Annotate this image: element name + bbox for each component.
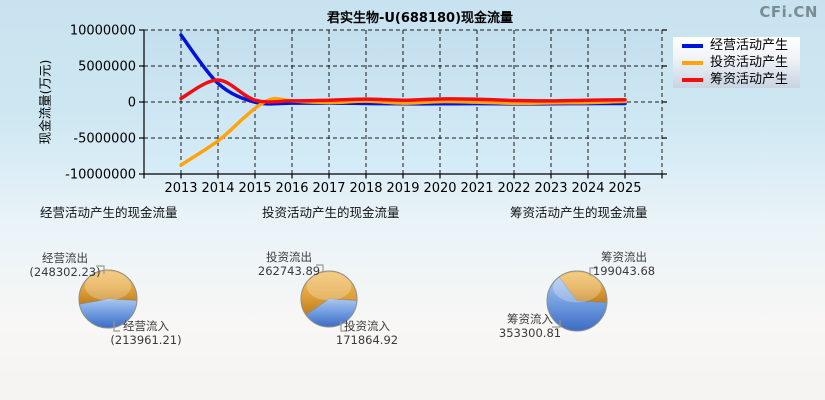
connector-line [340,321,347,332]
pie-slice-name: 筹资流入 [507,312,553,326]
y-tick-label: -5000000 [73,132,136,147]
legend-item-label: 筹资活动产生 [710,72,789,87]
y-tick-label: -10000000 [65,168,136,183]
pie-slice-name: 投资流出 [266,250,312,264]
pie-label-connectors [96,264,598,332]
legend-item-label: 经营活动产生 [710,38,789,53]
legend-item-financing: 筹资活动产生 [673,72,800,87]
y-axis-label: 现金流量(万元) [37,59,53,145]
pie-slice-value: 262743.89 [257,263,321,278]
legend-line-swatch [682,43,703,48]
x-tick-label: 2020 [423,181,456,196]
pie-section-title-financing: 筹资活动产生的现金流量 [510,205,648,220]
pie-operating-inflow-label: 经营流入 (213961.21) [100,319,192,347]
pie-slice-value: 171864.92 [335,332,399,347]
x-tick-label: 2023 [534,181,567,196]
x-tick-label: 2025 [608,181,641,196]
pie-operating [78,269,138,329]
connector-line [96,265,105,274]
connector-line [589,267,598,276]
x-tick-label: 2019 [386,181,419,196]
x-tick-label: 2013 [164,181,197,196]
line-chart: 10000000 5000000 0 -5000000 -10000000 2013 201… [65,24,667,196]
pie-slice-value: (213961.21) [110,332,182,347]
pie-investing-inflow-label: 投资流入 171864.92 [322,319,412,347]
pie-investing [300,270,358,328]
connector-line [316,264,324,273]
x-tick-label: 2024 [571,181,604,196]
pie-slice-name: 投资流入 [344,319,390,333]
x-tick-label: 2015 [238,181,271,196]
x-tick-label: 2014 [201,181,234,196]
legend-item-operating: 经营活动产生 [673,38,800,53]
x-tick-label: 2022 [497,181,530,196]
pie-section-title-investing: 投资活动产生的现金流量 [262,205,400,220]
y-tick-label: 0 [128,96,136,111]
x-tick-label: 2017 [312,181,345,196]
x-tick-label: 2018 [349,181,382,196]
connector-line [552,320,561,328]
pie-financing [546,270,608,332]
pie-investing-outflow-label: 投资流出 262743.89 [246,250,332,278]
pie-operating-outflow-label: 经营流出 (248302.23) [22,251,108,279]
legend: 经营活动产生 投资活动产生 筹资活动产生 [673,37,800,88]
legend-line-swatch [682,60,703,65]
series-line-financing [179,78,627,104]
x-tick-label: 2021 [460,181,493,196]
site-watermark: CFi.CN [759,3,818,21]
pie-financing-inflow-label: 筹资流入 353300.81 [484,312,576,340]
chart-title: 君实生物-U(688180)现金流量 [326,11,514,26]
legend-item-investing: 投资活动产生 [673,55,800,70]
pie-slice-value: 353300.81 [498,325,562,340]
legend-item-label: 投资活动产生 [710,55,789,70]
pie-section-title-operating: 经营活动产生的现金流量 [40,205,178,220]
legend-line-swatch [682,77,703,82]
connector-line [113,321,120,332]
pie-slice-name: 筹资流出 [601,250,647,264]
x-tick-label: 2016 [275,181,308,196]
pie-slice-value: 199043.68 [592,263,656,278]
y-tick-label: 5000000 [78,60,136,75]
pie-financing-outflow-label: 筹资流出 199043.68 [579,250,669,278]
pie-slice-value: (248302.23) [29,264,101,279]
pie-slice-name: 经营流入 [123,319,169,333]
series-line-investing [179,96,627,167]
pie-charts [78,269,608,332]
y-tick-label: 10000000 [70,24,136,39]
pie-slice-name: 经营流出 [42,251,88,265]
